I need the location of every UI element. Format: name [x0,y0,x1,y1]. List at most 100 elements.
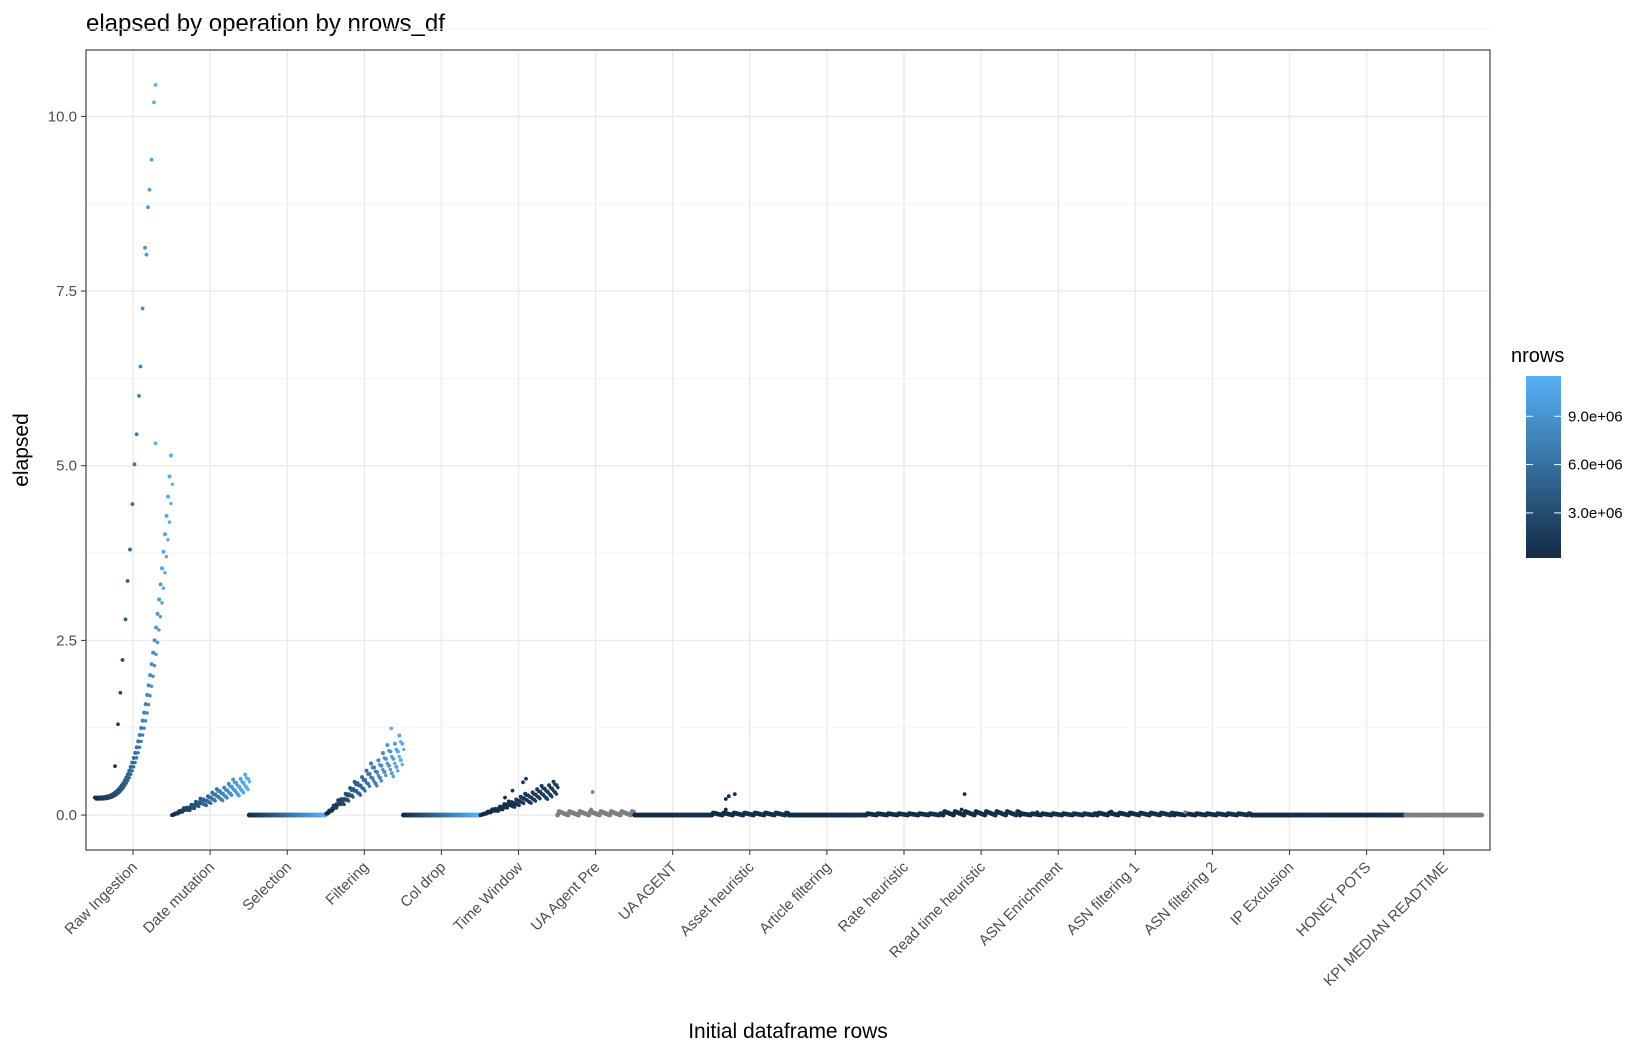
data-point [383,756,388,761]
outlier-point [132,462,137,467]
data-point [124,775,129,780]
x-tick-label: Asset heuristic [677,858,758,939]
data-point [160,566,165,571]
outlier-point [149,157,154,162]
outlier-point [1183,810,1188,815]
data-point [388,749,393,754]
data-point [157,628,161,632]
data-point [143,702,148,707]
outlier-point [510,788,515,793]
data-point [369,761,374,766]
data-point [554,792,559,796]
x-tick-label: Date mutation [140,859,218,937]
data-point [376,758,381,763]
data-point [134,745,139,750]
data-point [371,765,376,770]
outlier-point [524,776,528,781]
data-point [145,711,149,715]
data-point [131,755,136,760]
outlier-point [144,252,149,257]
y-tick-label: 7.5 [56,283,77,300]
data-point [374,770,379,775]
x-tick-label: Raw Ingestion [62,859,141,938]
x-tick-label: ASN filtering 2 [1140,859,1220,939]
x-tick-label: ASN Enrichment [976,858,1067,949]
outlier-point [589,807,593,812]
outlier-point [143,245,147,250]
data-point [142,726,146,730]
data-point [166,494,171,499]
data-point [243,772,248,777]
data-point [364,768,369,773]
data-point [163,571,167,575]
data-point [152,663,157,668]
x-tick-label: Time Window [450,859,526,935]
data-point [197,804,201,809]
data-point [400,741,405,746]
outlier-point [152,100,156,105]
data-point [155,640,160,645]
data-point [139,739,143,744]
data-point [556,785,560,790]
data-point [397,754,401,759]
legend-tick-label: 6.0e+06 [1568,457,1623,474]
data-point [533,799,538,803]
data-point [125,772,130,777]
grid-lines [86,28,1490,850]
x-tick-label: Article filtering [756,859,835,938]
data-point [166,538,170,542]
data-point [363,789,367,793]
data-point [1479,812,1485,818]
outlier-point [723,807,728,812]
data-point [133,760,137,765]
data-point [149,684,154,688]
data-point [363,777,368,782]
data-point [229,793,234,797]
data-point [545,797,550,801]
data-point [160,601,164,605]
data-point [512,805,517,809]
data-point [237,794,241,798]
legend-tick-label: 3.0e+06 [1568,505,1623,522]
outlier-point [726,794,731,799]
data-point [370,776,375,781]
y-tick-label: 5.0 [56,458,77,475]
data-point [163,532,168,537]
data-point [352,779,357,784]
data-point [167,474,172,479]
data-point [170,482,175,486]
data-point [220,798,225,803]
outlier-point [389,726,394,731]
data-point [213,799,217,803]
outlier-point [123,617,128,622]
outlier-point [113,764,117,769]
data-point [241,791,246,795]
data-point [161,549,166,554]
y-tick-label: 0.0 [56,807,77,824]
data-point [395,749,400,754]
data-point [386,763,391,768]
outlier-point [153,83,158,87]
outlier-point [959,807,964,812]
data-point [146,702,151,707]
data-point [164,513,169,518]
data-point [157,597,162,602]
data-point [247,780,252,784]
chart-title: elapsed by operation by nrows_df [86,10,445,37]
data-point [140,718,145,723]
data-point [402,747,406,752]
data-point [136,739,141,744]
data-point [134,756,139,760]
data-point [192,806,197,811]
data-point [246,776,251,781]
data-point [393,761,397,765]
data-point [379,763,384,768]
outlier-point [732,792,737,797]
outlier-point [118,690,123,695]
data-point [375,784,379,788]
data-point [550,795,554,799]
data-point [139,726,144,731]
data-point [151,674,155,678]
data-point [158,582,163,587]
data-point [517,803,521,808]
